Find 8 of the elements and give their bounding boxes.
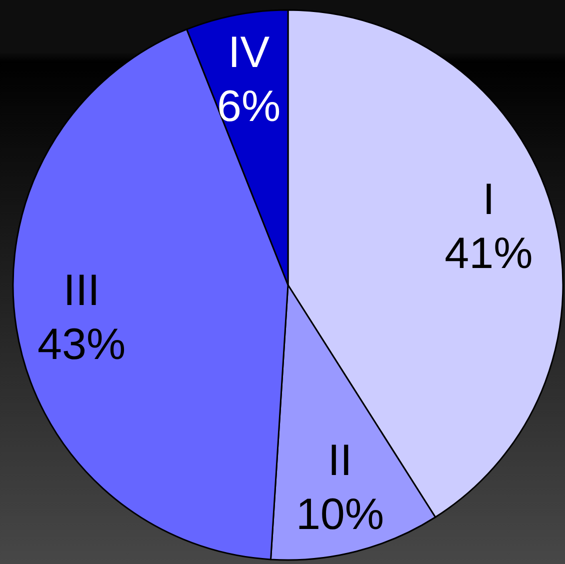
data-label: 43%	[38, 320, 126, 370]
slice-label: II	[328, 436, 352, 485]
data-label: 6%	[217, 82, 281, 132]
slice-label: IV	[228, 28, 270, 78]
data-label: 41%	[444, 229, 533, 278]
data-label: 10%	[296, 490, 384, 539]
slice-label: I	[482, 175, 495, 224]
slice-label: III	[63, 266, 100, 316]
